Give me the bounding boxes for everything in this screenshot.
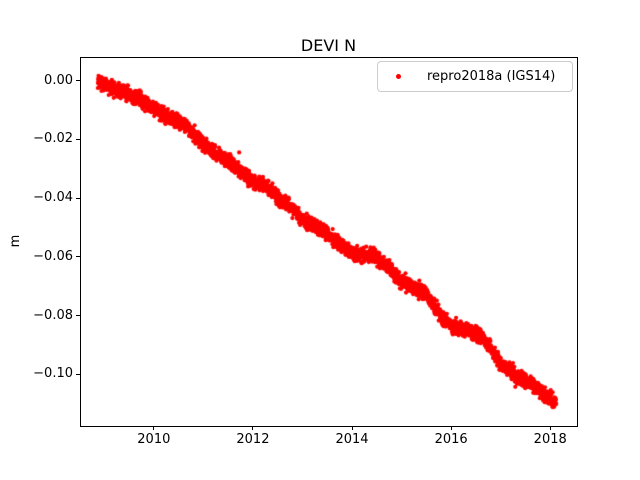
plot-area: repro2018a (IGS14) [80,57,578,427]
x-tick-mark [549,426,551,430]
y-tick-mark [76,256,80,258]
y-tick-mark [76,138,80,140]
x-tick-mark [351,426,353,430]
chart-title: DEVI N [300,36,357,55]
x-tick-mark [450,426,452,430]
x-tick-label: 2018 [533,432,567,447]
y-tick-label: −0.08 [33,307,73,323]
x-tick-label: 2016 [434,432,468,447]
y-tick-mark [76,373,80,375]
y-tick-mark [76,80,80,82]
x-tick-mark [252,426,254,430]
x-tick-mark [153,426,155,430]
y-tick-label: 0.00 [44,72,73,88]
y-tick-label: −0.04 [33,190,73,206]
scatter-points-canvas [81,58,577,426]
x-tick-label: 2014 [335,432,369,447]
y-tick-label: −0.06 [33,248,73,264]
y-tick-mark [76,197,80,199]
y-tick-label: −0.02 [33,131,73,147]
x-tick-label: 2010 [137,432,171,447]
legend-marker-icon [396,74,401,79]
legend-label: repro2018a (IGS14) [427,69,556,84]
y-tick-label: −0.10 [33,366,73,382]
y-tick-mark [76,315,80,317]
legend: repro2018a (IGS14) [377,61,573,92]
x-tick-label: 2012 [236,432,270,447]
